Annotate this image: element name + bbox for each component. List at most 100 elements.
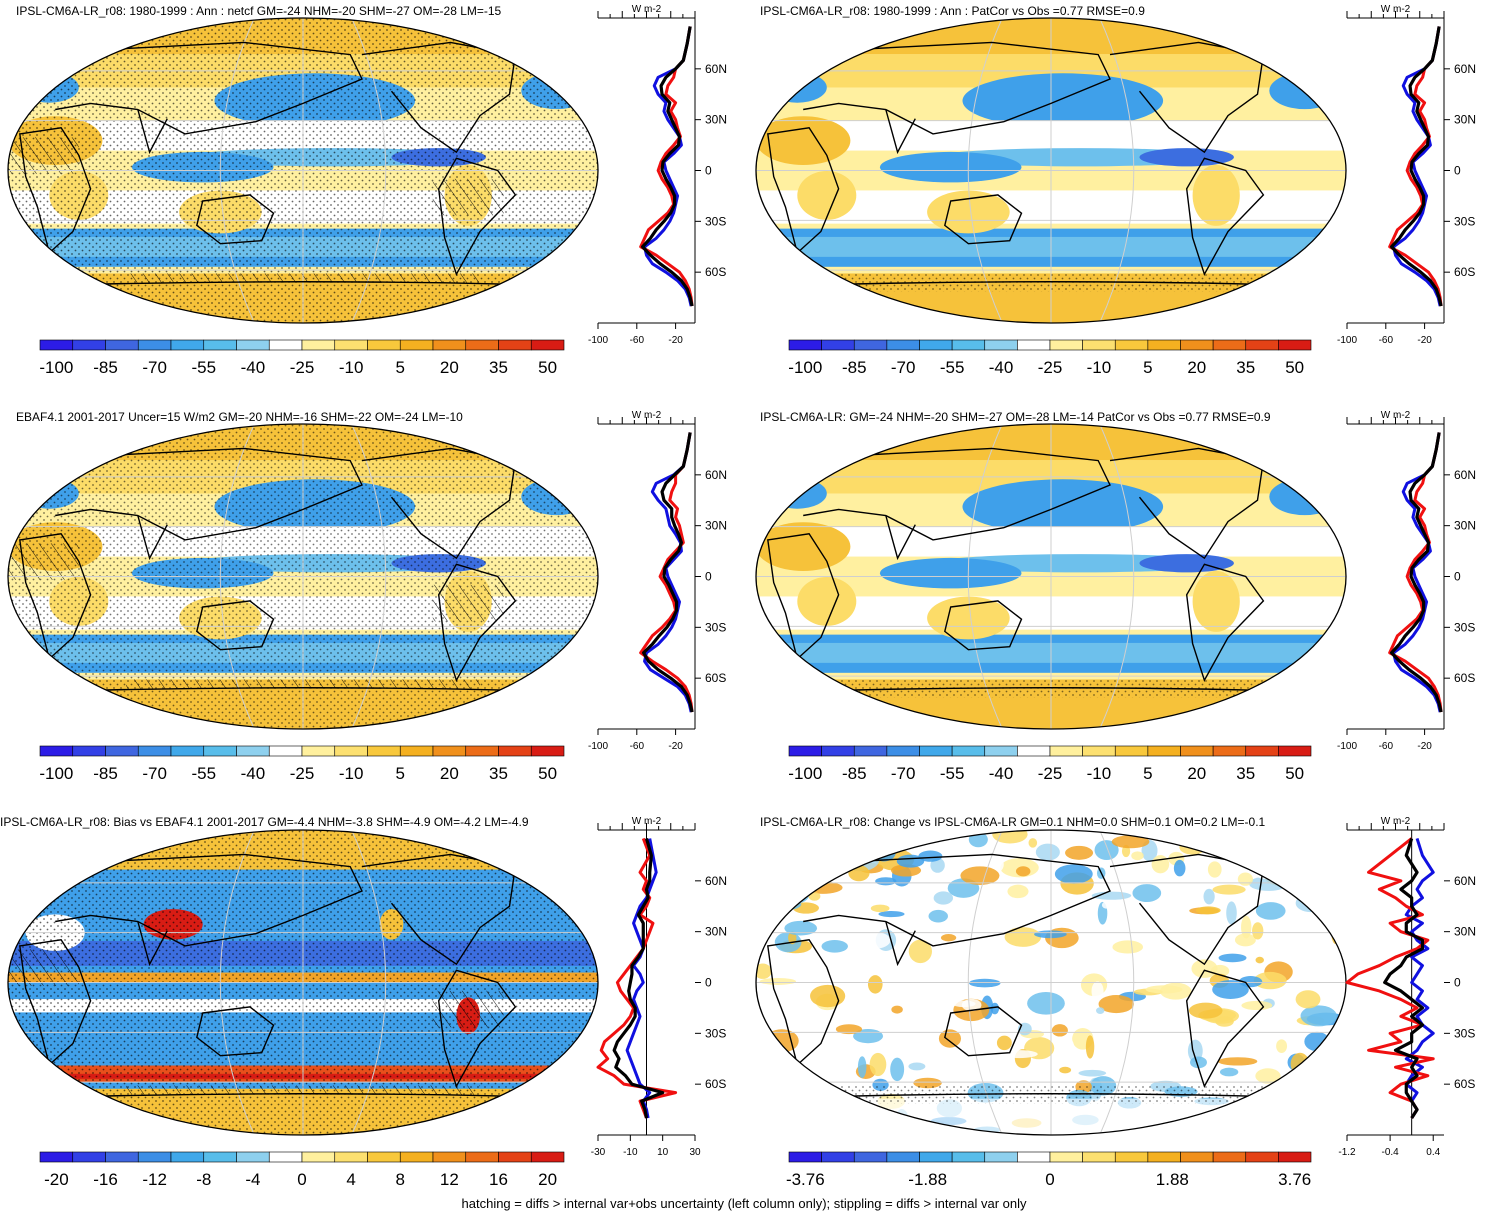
change-blob bbox=[756, 856, 794, 870]
colorbar-box bbox=[432, 339, 467, 351]
colorbar-label: -55 bbox=[191, 358, 216, 377]
profile-series-red bbox=[1388, 26, 1443, 307]
profile-series-blue bbox=[1404, 838, 1435, 1119]
change-blob bbox=[1112, 940, 1144, 954]
sahara-region bbox=[756, 522, 851, 572]
change-blob bbox=[918, 850, 943, 862]
colorbar-box bbox=[137, 745, 172, 757]
change-blob bbox=[869, 833, 908, 843]
colorbar-box bbox=[268, 745, 303, 757]
change-blob bbox=[848, 865, 870, 882]
colorbar-box bbox=[105, 745, 139, 757]
profile-lat-label: 30S bbox=[1454, 214, 1475, 228]
colorbar-label: -3.76 bbox=[786, 1170, 825, 1189]
change-blob bbox=[857, 1056, 867, 1078]
map-field bbox=[8, 18, 598, 323]
graticule-meridian bbox=[1099, 424, 1135, 729]
zonal-profile: W m-2 -1.2 -0.4 0.4 60N 30N 0 30S 60S bbox=[1338, 816, 1476, 1158]
colorbar-label: -85 bbox=[842, 358, 867, 377]
profile-tick-label: 30 bbox=[689, 1147, 701, 1158]
colorbar-box bbox=[1278, 339, 1312, 351]
colorbar-label: -10 bbox=[339, 358, 364, 377]
colorbar-label: -85 bbox=[842, 764, 867, 783]
profile-series-red bbox=[639, 432, 694, 713]
profile-lat-label: 60S bbox=[1454, 265, 1475, 279]
colorbar-box bbox=[1212, 1151, 1247, 1163]
change-blob bbox=[875, 877, 897, 886]
profile-unit-label: W m-2 bbox=[632, 816, 662, 827]
change-blob bbox=[1252, 922, 1264, 940]
change-blob bbox=[1313, 1055, 1342, 1075]
colorbar-box bbox=[788, 1151, 822, 1163]
change-blob bbox=[1295, 990, 1321, 1009]
colorbar-box bbox=[1245, 745, 1279, 757]
colorbar-label: -20 bbox=[44, 1170, 69, 1189]
panel-bot-right: IPSL-CM6A-LR_r08: Change vs IPSL-CM6A-LR… bbox=[755, 815, 1476, 1189]
graticule-meridian bbox=[1099, 18, 1135, 323]
coastline-eurasia bbox=[31, 853, 363, 947]
colorbar-label: 35 bbox=[1236, 358, 1255, 377]
colorbar-box bbox=[498, 339, 532, 351]
coastline-eurasia bbox=[779, 41, 1111, 135]
change-blob bbox=[1276, 1039, 1288, 1053]
colorbar-label: 20 bbox=[1187, 764, 1206, 783]
change-blob bbox=[1131, 851, 1144, 861]
change-blob bbox=[1085, 1035, 1095, 1059]
map-field bbox=[8, 424, 598, 729]
change-blob bbox=[1078, 1069, 1107, 1077]
change-blob bbox=[1054, 864, 1093, 884]
colorbar-label: 20 bbox=[440, 358, 459, 377]
coastline-eurasia bbox=[779, 853, 1111, 947]
change-blob bbox=[1293, 955, 1321, 965]
colorbar-box bbox=[530, 1151, 565, 1163]
change-blob bbox=[808, 891, 821, 901]
colorbar-box bbox=[236, 1151, 270, 1163]
change-blob bbox=[1167, 832, 1204, 844]
coastline-australia bbox=[944, 194, 1023, 245]
colorbar-box bbox=[498, 745, 532, 757]
southern-africa-region bbox=[797, 171, 857, 220]
colorbar-box bbox=[1017, 745, 1051, 757]
change-blob bbox=[1193, 993, 1220, 1004]
colorbar-box bbox=[1212, 339, 1247, 351]
profile-unit-label: W m-2 bbox=[1381, 816, 1411, 827]
colorbar-box bbox=[399, 1151, 434, 1163]
colorbar-label: 50 bbox=[1285, 358, 1304, 377]
change-blob bbox=[1265, 1082, 1300, 1104]
colorbar-label: -25 bbox=[1038, 764, 1063, 783]
graticule-meridian bbox=[967, 424, 1003, 729]
map-border bbox=[7, 829, 599, 1136]
profile-lat-label: 30N bbox=[705, 113, 727, 127]
profile-unit-label: W m-2 bbox=[632, 4, 662, 15]
profile-tick-label: -30 bbox=[591, 1147, 606, 1158]
colorbar-label: 1.88 bbox=[1156, 1170, 1189, 1189]
colorbar-label: 16 bbox=[489, 1170, 508, 1189]
colorbar-label: -25 bbox=[290, 764, 315, 783]
change-blob bbox=[1241, 1000, 1273, 1011]
coastline-south-america bbox=[1185, 563, 1265, 682]
change-blob bbox=[960, 866, 1000, 886]
change-blob bbox=[1241, 915, 1252, 939]
sahara-region bbox=[756, 116, 851, 166]
coastline-india bbox=[885, 109, 916, 155]
profile-lat-label: 60N bbox=[1454, 468, 1476, 482]
change-blob bbox=[1096, 1007, 1105, 1014]
colorbar-box bbox=[105, 339, 139, 351]
profile-series-blue bbox=[1392, 26, 1442, 307]
profile-tick-label: -100 bbox=[588, 335, 608, 346]
change-blob bbox=[768, 1109, 778, 1130]
australia-region bbox=[927, 190, 1010, 234]
colorbar-box bbox=[1017, 1151, 1051, 1163]
profile-lat-label: 60N bbox=[705, 874, 727, 888]
colorbar-box bbox=[853, 745, 888, 757]
change-blob bbox=[1331, 923, 1340, 945]
profile-tick-label: -20 bbox=[668, 741, 683, 752]
profile-lat-label: 30N bbox=[1454, 113, 1476, 127]
change-blob bbox=[765, 1107, 797, 1130]
south-america-region bbox=[1192, 570, 1240, 632]
profile-lat-label: 30N bbox=[1454, 925, 1476, 939]
profile-lat-label: 0 bbox=[705, 164, 712, 178]
colorbar-box bbox=[951, 339, 986, 351]
change-blob bbox=[992, 830, 1028, 844]
change-blob bbox=[1207, 861, 1222, 878]
